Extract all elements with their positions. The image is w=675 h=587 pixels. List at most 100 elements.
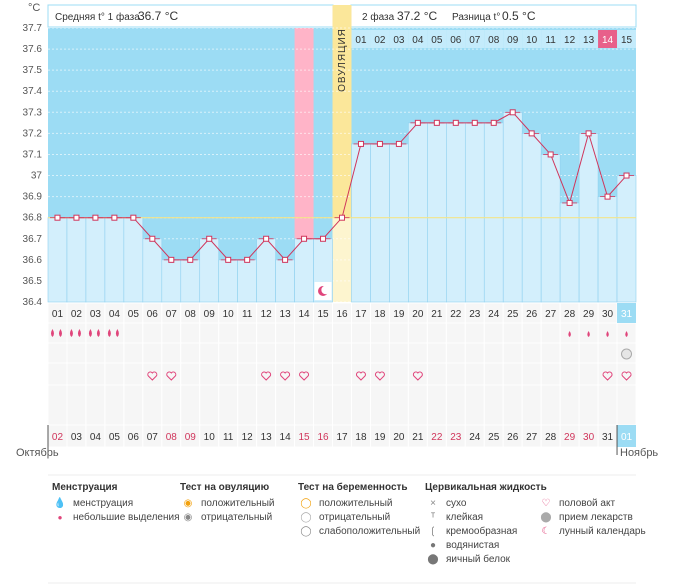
table-cell — [66, 322, 87, 344]
table-cell — [313, 384, 334, 426]
light-drop-icon — [606, 331, 609, 337]
temperature-bar — [123, 217, 144, 303]
table-cell — [426, 362, 447, 386]
table-cell — [464, 322, 485, 344]
phase2-day-label: 06 — [450, 35, 462, 46]
table-cell — [123, 384, 144, 426]
cycle-day-label: 12 — [261, 309, 273, 320]
calendar-date-label: 28 — [545, 432, 557, 443]
table-cell — [559, 342, 580, 364]
y-tick-label: 37.1 — [23, 149, 43, 160]
table-cell — [521, 322, 542, 344]
temperature-bar — [616, 175, 637, 303]
heart-icon: ♡ — [541, 498, 551, 509]
heart-icon — [147, 371, 158, 381]
temperature-point — [73, 214, 80, 221]
phase2-day-label: 07 — [469, 35, 481, 46]
temperature-point — [301, 235, 308, 242]
calendar-date-label: 10 — [204, 432, 216, 443]
pregnancy-negative-icon: ◯ — [300, 512, 312, 523]
phase2-label: 2 фаза — [362, 11, 395, 23]
legend-item: клейкая — [446, 512, 484, 523]
table-cell — [313, 322, 334, 344]
temperature-bar — [351, 143, 371, 303]
calendar-date-label: 24 — [469, 432, 481, 443]
phase2-day-label: 09 — [507, 35, 519, 46]
temperature-bar — [142, 238, 163, 303]
table-cell — [275, 322, 296, 344]
temperature-bar — [180, 259, 201, 303]
table-cell — [237, 342, 258, 364]
table-cell — [464, 362, 485, 386]
temperature-point — [528, 130, 535, 137]
today-cell — [617, 303, 636, 323]
table-cell — [369, 342, 390, 364]
calendar-date-label: 05 — [109, 432, 121, 443]
y-tick-label: 36.5 — [23, 276, 43, 287]
y-tick-label: 36.8 — [23, 213, 43, 224]
table-cell — [180, 342, 201, 364]
temperature-point — [225, 256, 232, 263]
temperature-point — [585, 130, 592, 137]
table-cell — [559, 384, 580, 426]
temperature-bar — [275, 259, 295, 303]
y-tick-label: 37.2 — [23, 128, 43, 139]
table-cell — [294, 384, 315, 426]
cycle-day-label: 24 — [488, 309, 500, 320]
legend-item: лунный календарь — [559, 526, 646, 537]
y-tick-label: 37 — [31, 171, 43, 182]
table-cell — [123, 322, 144, 344]
calendar-date-label: 03 — [71, 432, 83, 443]
light-drop-icon — [568, 331, 571, 337]
table-cell — [313, 362, 334, 386]
table-cell — [616, 384, 637, 426]
legend-ovulation-test-title: Тест на овуляцию — [180, 482, 270, 493]
temperature-bar — [104, 217, 125, 303]
heart-icon — [299, 371, 310, 381]
phase1-value: 36.7 °C — [138, 9, 178, 23]
table-cell — [597, 362, 618, 386]
phase2-day-cell — [370, 30, 390, 48]
table-cell — [483, 384, 504, 426]
phase2-day-label: 05 — [431, 35, 443, 46]
y-tick-label: 36.7 — [23, 234, 43, 245]
table-cell — [85, 342, 106, 364]
temperature-bar — [389, 143, 409, 303]
table-cell — [66, 362, 87, 386]
phase2-day-cell — [503, 30, 523, 48]
calendar-date-label: 23 — [450, 432, 462, 443]
temperature-point — [282, 256, 289, 263]
table-cell — [161, 322, 182, 344]
table-cell — [256, 322, 277, 344]
legend-item: водянистая — [446, 540, 500, 551]
calendar-date-label: 22 — [431, 432, 443, 443]
phase2-day-cell — [465, 30, 485, 48]
calendar-date-label: 04 — [90, 432, 102, 443]
temperature-bar — [502, 112, 523, 303]
moon-icon-mask — [321, 285, 330, 295]
temperature-bar — [85, 217, 106, 303]
legend-pregnancy-test: Тест на беременность ◯ положительный ◯ отр… — [298, 482, 420, 539]
table-cell — [426, 384, 447, 426]
cycle-day-label: 03 — [90, 309, 102, 320]
calendar-date-label: 06 — [128, 432, 140, 443]
cycle-day-label: 08 — [185, 309, 197, 320]
legend-item: небольшие выделения — [73, 512, 180, 523]
table-cell — [66, 384, 87, 426]
temperature-bar — [237, 259, 257, 303]
month-right: Ноябрь — [620, 447, 659, 459]
heart-icon — [355, 371, 366, 381]
table-cell — [66, 342, 87, 364]
table-cell — [369, 322, 390, 344]
calendar-date-label: 16 — [317, 432, 329, 443]
phase2-day-cell — [541, 30, 561, 48]
table-cell — [256, 384, 277, 426]
table-cell — [388, 322, 409, 344]
table-cell — [85, 322, 106, 344]
temperature-bar — [370, 143, 390, 303]
table-cell — [180, 362, 201, 386]
table-cell — [218, 362, 239, 386]
table-cell — [218, 342, 239, 364]
table-cell — [123, 362, 144, 386]
table-cell — [47, 362, 68, 386]
